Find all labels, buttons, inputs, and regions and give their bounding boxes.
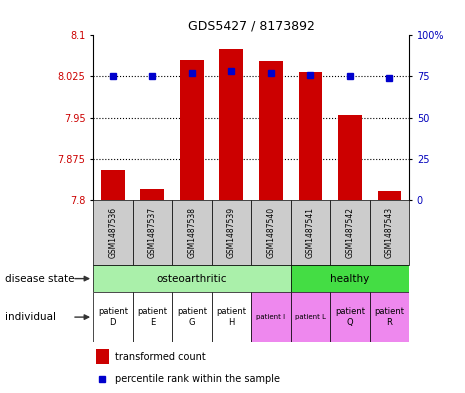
Bar <box>251 292 291 342</box>
Bar <box>330 292 370 342</box>
Bar <box>330 200 370 265</box>
Text: percentile rank within the sample: percentile rank within the sample <box>115 374 280 384</box>
Text: GSM1487536: GSM1487536 <box>108 207 117 258</box>
Bar <box>172 200 212 265</box>
Bar <box>291 200 330 265</box>
Bar <box>291 292 330 342</box>
Bar <box>378 191 401 200</box>
Bar <box>370 200 409 265</box>
Bar <box>93 292 133 342</box>
Bar <box>140 189 164 200</box>
Text: patient I: patient I <box>256 314 286 320</box>
Bar <box>180 60 204 200</box>
Bar <box>370 292 409 342</box>
Bar <box>212 200 251 265</box>
Bar <box>299 72 322 200</box>
Text: disease state: disease state <box>5 274 74 284</box>
Bar <box>93 265 291 292</box>
Bar <box>101 170 125 200</box>
Bar <box>291 265 409 292</box>
Text: GSM1487541: GSM1487541 <box>306 207 315 258</box>
Text: patient L: patient L <box>295 314 326 320</box>
Text: healthy: healthy <box>330 274 370 284</box>
Bar <box>338 115 362 200</box>
Text: GSM1487539: GSM1487539 <box>227 207 236 258</box>
Text: patient
H: patient H <box>216 307 246 327</box>
Bar <box>133 200 172 265</box>
Bar <box>172 292 212 342</box>
Bar <box>212 292 251 342</box>
Text: patient
G: patient G <box>177 307 207 327</box>
Bar <box>259 61 283 200</box>
Bar <box>251 200 291 265</box>
Text: GSM1487537: GSM1487537 <box>148 207 157 258</box>
Bar <box>133 292 172 342</box>
Text: patient
E: patient E <box>137 307 167 327</box>
Text: patient
Q: patient Q <box>335 307 365 327</box>
Text: GSM1487538: GSM1487538 <box>187 207 196 258</box>
Bar <box>93 200 133 265</box>
Text: osteoarthritic: osteoarthritic <box>157 274 227 284</box>
Title: GDS5427 / 8173892: GDS5427 / 8173892 <box>188 20 314 33</box>
Text: patient
D: patient D <box>98 307 128 327</box>
Bar <box>219 49 243 200</box>
Text: GSM1487540: GSM1487540 <box>266 207 275 258</box>
Text: GSM1487543: GSM1487543 <box>385 207 394 258</box>
Text: GSM1487542: GSM1487542 <box>345 207 354 258</box>
Text: transformed count: transformed count <box>115 352 206 362</box>
Text: patient
R: patient R <box>374 307 405 327</box>
Text: individual: individual <box>5 312 56 322</box>
Bar <box>96 349 109 364</box>
